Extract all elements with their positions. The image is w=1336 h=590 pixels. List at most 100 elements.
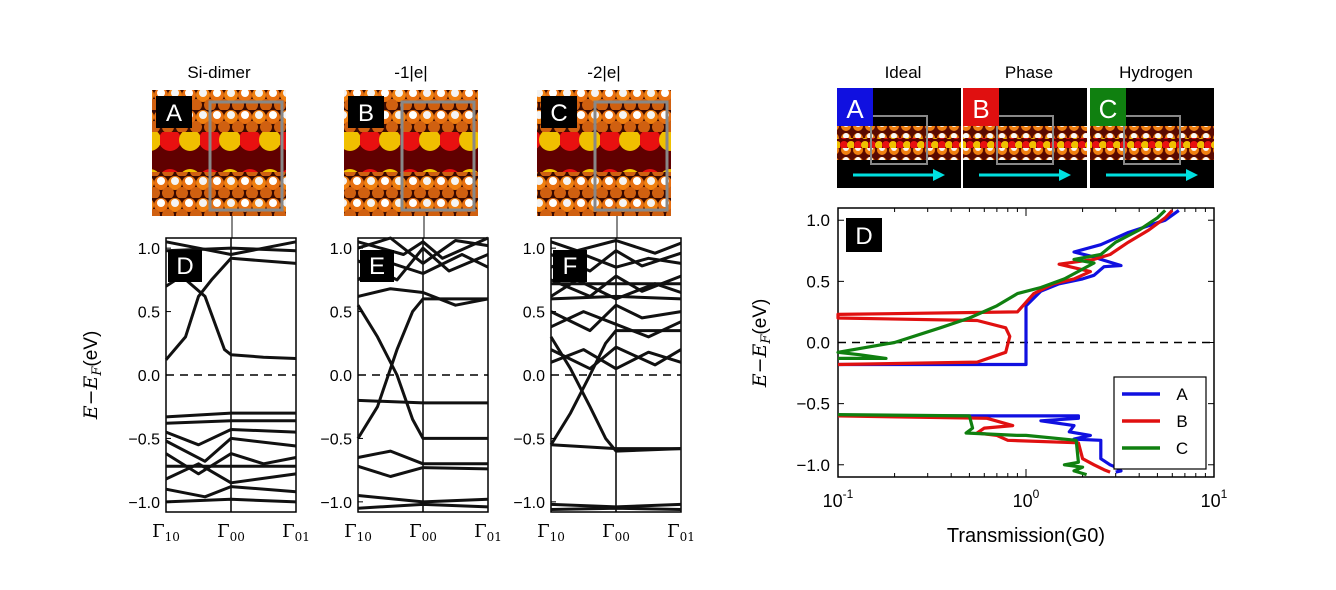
tick-main: Γ [409, 521, 422, 542]
y-tick-label: −1.0 [796, 456, 830, 475]
tick-main: Γ [282, 521, 295, 542]
band-line [356, 297, 488, 440]
panel-letter-box [360, 250, 394, 282]
x-axis-label: Transmission(G0) [947, 525, 1105, 547]
unit-cell-box [593, 100, 669, 212]
band-line [550, 294, 682, 301]
band-line [165, 419, 296, 425]
tick-main: Γ [537, 521, 550, 542]
panel-letter-box [541, 96, 577, 128]
tick-main: Γ [217, 521, 230, 542]
band-line [165, 246, 297, 253]
label-unit: (eV) [81, 331, 102, 367]
x-tick-label: Γ00 [602, 521, 630, 544]
panel-letter-box [553, 250, 587, 282]
series-line-C [837, 413, 1088, 477]
panel-title: Si-dimer [187, 63, 251, 82]
series-line-B [837, 414, 1111, 474]
x-tick-label: Γ01 [282, 521, 310, 544]
tick-main: Γ [474, 521, 487, 542]
panel-letter-box [846, 218, 882, 252]
dimer-row [537, 132, 671, 172]
tick-exponent: 0 [1033, 487, 1040, 501]
panel-letter: A [166, 100, 182, 127]
atom-row [837, 148, 961, 160]
band-line [550, 506, 682, 511]
left-structure-images: Si-dimer A -1|e| B -2|e| C [152, 63, 671, 238]
band-line [550, 310, 682, 339]
unit-cell-box [400, 100, 476, 212]
unit-cell-box [996, 115, 1054, 165]
y-tick-label: −1.0 [513, 495, 545, 512]
tick-sub: 10 [550, 530, 565, 544]
band-line [165, 462, 297, 485]
band-line [165, 411, 296, 419]
y-tick-label: 0.5 [523, 305, 545, 322]
panel-letter: D [176, 253, 193, 280]
dimer-row [1090, 138, 1214, 148]
y-tick-label: 0.5 [330, 305, 352, 322]
label-unit: (eV) [750, 299, 771, 335]
panel-letter-box [168, 250, 202, 282]
panel-title: Ideal [885, 63, 922, 82]
y-tick-label: −0.5 [128, 431, 160, 448]
y-tick-label: −0.5 [513, 431, 545, 448]
panel-letter-box [348, 96, 384, 128]
dimer-row [963, 138, 1087, 148]
band-line [357, 398, 488, 405]
panel-letter: B [972, 94, 989, 124]
label-main: E−E [749, 344, 771, 389]
x-tick-label: 101 [1201, 487, 1228, 511]
band-line [357, 464, 489, 478]
y-tick-label: −0.5 [320, 431, 352, 448]
band-line [357, 287, 489, 307]
atom-row [963, 148, 1087, 160]
tick-sub: 10 [357, 530, 372, 544]
unit-cell-box [1123, 115, 1181, 165]
band-line [550, 443, 681, 451]
x-tick-label: Γ10 [537, 521, 565, 544]
panel-letter-box [963, 88, 999, 126]
label-main: E−E [80, 376, 102, 421]
tick-sub: 00 [230, 530, 245, 544]
atom-row [963, 126, 1087, 138]
tick-base: 10 [1201, 491, 1221, 511]
band-line [357, 502, 489, 510]
x-tick-label: Γ00 [217, 521, 245, 544]
tick-base: 10 [1013, 491, 1033, 511]
tick-exponent: 1 [1221, 487, 1228, 501]
band-line [550, 348, 682, 371]
y-tick-label: 0.0 [330, 368, 352, 385]
tick-base: 10 [823, 491, 843, 511]
panel-letter: B [358, 100, 374, 127]
panel-letter: A [846, 94, 864, 124]
panel-title: -2|e| [587, 63, 620, 82]
y-tick-label: 1.0 [523, 241, 545, 258]
tick-main: Γ [344, 521, 357, 542]
label-sub: F [759, 334, 774, 345]
series-line-A [838, 209, 1180, 367]
panel-letter-box [837, 88, 873, 126]
band-line [549, 336, 682, 453]
tick-sub: 10 [165, 530, 180, 544]
y-tick-label: 0.0 [138, 368, 160, 385]
legend-label-B: B [1176, 412, 1187, 431]
atom-row [1090, 148, 1214, 160]
x-tick-label: Γ00 [409, 521, 437, 544]
tick-sub: 00 [422, 530, 437, 544]
series-line-B [836, 209, 1174, 367]
y-tick-label: −1.0 [128, 495, 160, 512]
dimer-row [837, 138, 961, 148]
y-tick-label: 1.0 [806, 211, 830, 230]
x-tick-label: Γ10 [152, 521, 180, 544]
panel-letter: E [369, 253, 385, 280]
transport-arrow-head [1059, 169, 1071, 181]
legend-label-A: A [1176, 385, 1188, 404]
band-line [164, 256, 297, 361]
tick-main: Γ [667, 521, 680, 542]
panel-title: Phase [1005, 63, 1053, 82]
